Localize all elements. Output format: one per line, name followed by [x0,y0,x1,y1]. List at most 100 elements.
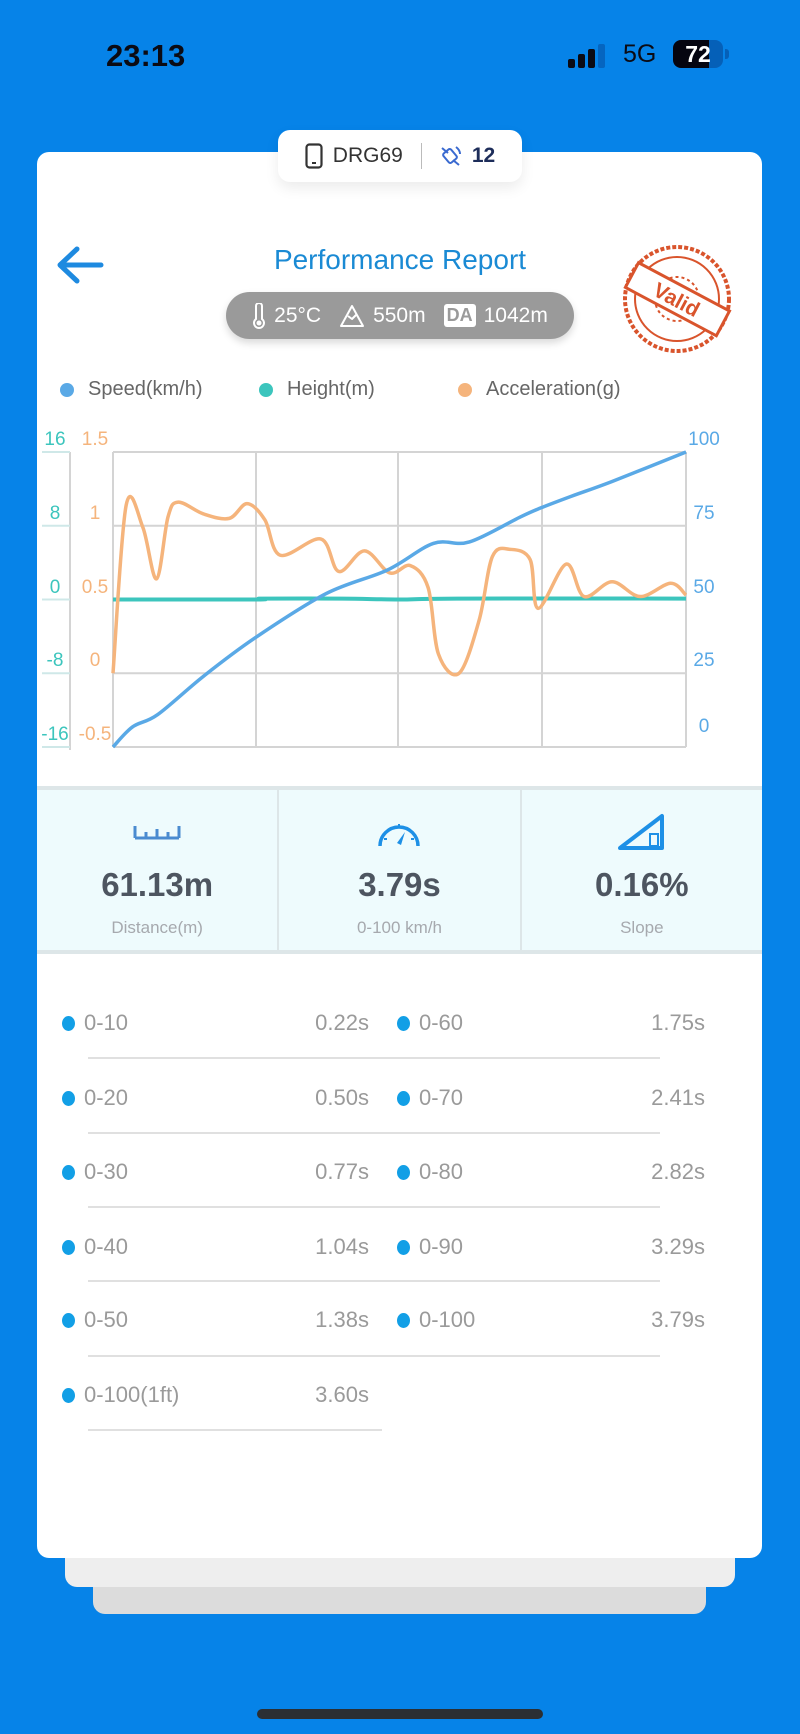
speed-tick-label: 100 [688,429,720,450]
row-divider [88,1132,660,1134]
satellite-count: 12 [471,144,496,167]
stat-distance: 61.13m Distance(m) [37,790,280,950]
split-label: 0-10 [84,1010,129,1035]
height-tick-label: -8 [46,650,64,672]
slope-icon [617,814,664,850]
legend-label: Speed(km/h) [88,378,203,400]
split-label: 0-100 [419,1307,476,1332]
bullet-dot [62,1090,75,1106]
row-divider [88,1355,660,1357]
divider [420,143,422,169]
bullet-dot [397,1312,410,1328]
split-row: 0-20 [62,1085,129,1110]
split-label: 0-40 [84,1234,129,1259]
split-label: 0-30 [84,1159,129,1184]
row-divider [88,1206,660,1208]
temperature: 25°C [274,303,322,327]
split-value: 3.79s [651,1307,705,1332]
split-row: 0-10 [62,1010,129,1035]
bullet-dot [62,1239,75,1255]
legend-dot [259,382,273,397]
split-row: 0-90 [397,1234,464,1259]
split-value: 0.77s [315,1159,369,1184]
split-label: 0-60 [419,1010,464,1035]
stat-label: Slope [620,918,664,937]
split-label: 0-80 [419,1159,464,1184]
speed-tick-label: 25 [693,650,715,672]
bullet-dot [397,1164,410,1180]
stat-slope: 0.16% Slope [522,790,762,950]
series-height-line [112,596,687,602]
valid-stamp: Valid [623,245,732,353]
page-title: Performance Report [273,244,527,275]
series-acceleration-line [111,494,688,677]
split-value: 1.04s [315,1234,369,1259]
split-label: 0-50 [84,1307,129,1332]
stat-value: 61.13m [101,866,214,903]
acceleration-tick-label: 1.5 [81,429,109,450]
split-value: 2.41s [651,1085,705,1110]
home-indicator[interactable] [257,1709,543,1719]
bullet-dot [62,1015,75,1031]
height-tick-label: 0 [49,576,61,598]
legend-acceleration[interactable]: Acceleration(g) [458,378,621,401]
split-row: 0-100 [397,1307,476,1332]
legend-label: Acceleration(g) [486,378,621,400]
legend-height[interactable]: Height(m) [259,378,375,401]
speedometer-icon [378,824,421,847]
speed-tick-label: 50 [693,576,715,598]
stat-label: 0-100 km/h [356,918,443,937]
split-row: 0-70 [397,1085,464,1110]
acceleration-tick-label: 0 [89,650,101,672]
height-tick-label: -16 [41,724,69,745]
split-row: 0-50 [62,1307,129,1332]
stat-0-100: 3.79s 0-100 km/h [279,790,522,950]
device-name: DRG69 [332,144,403,167]
stats-panel: 61.13m Distance(m) 3.79s 0-100 km/h 0.16… [37,786,762,954]
split-value: 1.38s [315,1307,369,1332]
split-label: 0-90 [419,1234,464,1259]
bullet-dot [397,1090,410,1106]
stat-label: Distance(m) [111,918,203,937]
mountain-icon [340,304,365,327]
battery-icon: 72 [673,40,723,68]
device-icon [305,143,323,169]
satellite-icon [441,146,461,166]
row-divider [88,1429,382,1431]
row-divider [88,1057,660,1059]
split-value: 2.82s [651,1159,705,1184]
split-value: 0.22s [315,1010,369,1035]
stat-value: 3.79s [358,866,441,903]
network-type: 5G [623,40,657,68]
bullet-dot [62,1164,75,1180]
acceleration-tick-label: -0.5 [78,724,112,745]
conditions-pill: 25°C 550m DA 1042m [226,292,574,339]
speed-tick-label: 0 [698,716,710,737]
height-tick-label: 8 [49,502,61,524]
back-arrow-icon[interactable] [55,245,105,285]
ruler-icon [133,826,181,840]
split-value: 1.75s [651,1010,705,1035]
device-pill[interactable]: DRG69 12 [278,130,522,182]
acceleration-tick-label: 1 [89,502,101,524]
split-row: 0-80 [397,1159,464,1184]
thermometer-icon [253,302,266,329]
altitude: 550m [373,303,426,327]
battery-nub [725,49,729,59]
legend-speed[interactable]: Speed(km/h) [60,378,203,401]
bullet-dot [397,1239,410,1255]
series-speed-line [111,450,687,749]
row-divider [88,1280,660,1282]
status-time: 23:13 [106,38,186,73]
stat-value: 0.16% [595,866,689,903]
acceleration-tick-label: 0.5 [81,576,109,598]
battery-level: 72 [685,41,711,67]
split-label: 0-70 [419,1085,464,1110]
bullet-dot [62,1312,75,1328]
split-row: 0-30 [62,1159,129,1184]
split-value: 3.29s [651,1234,705,1259]
split-row: 0-100(1ft) [62,1382,179,1407]
signal-icon [568,44,605,68]
density-altitude: 1042m [483,303,548,327]
split-label: 0-20 [84,1085,129,1110]
